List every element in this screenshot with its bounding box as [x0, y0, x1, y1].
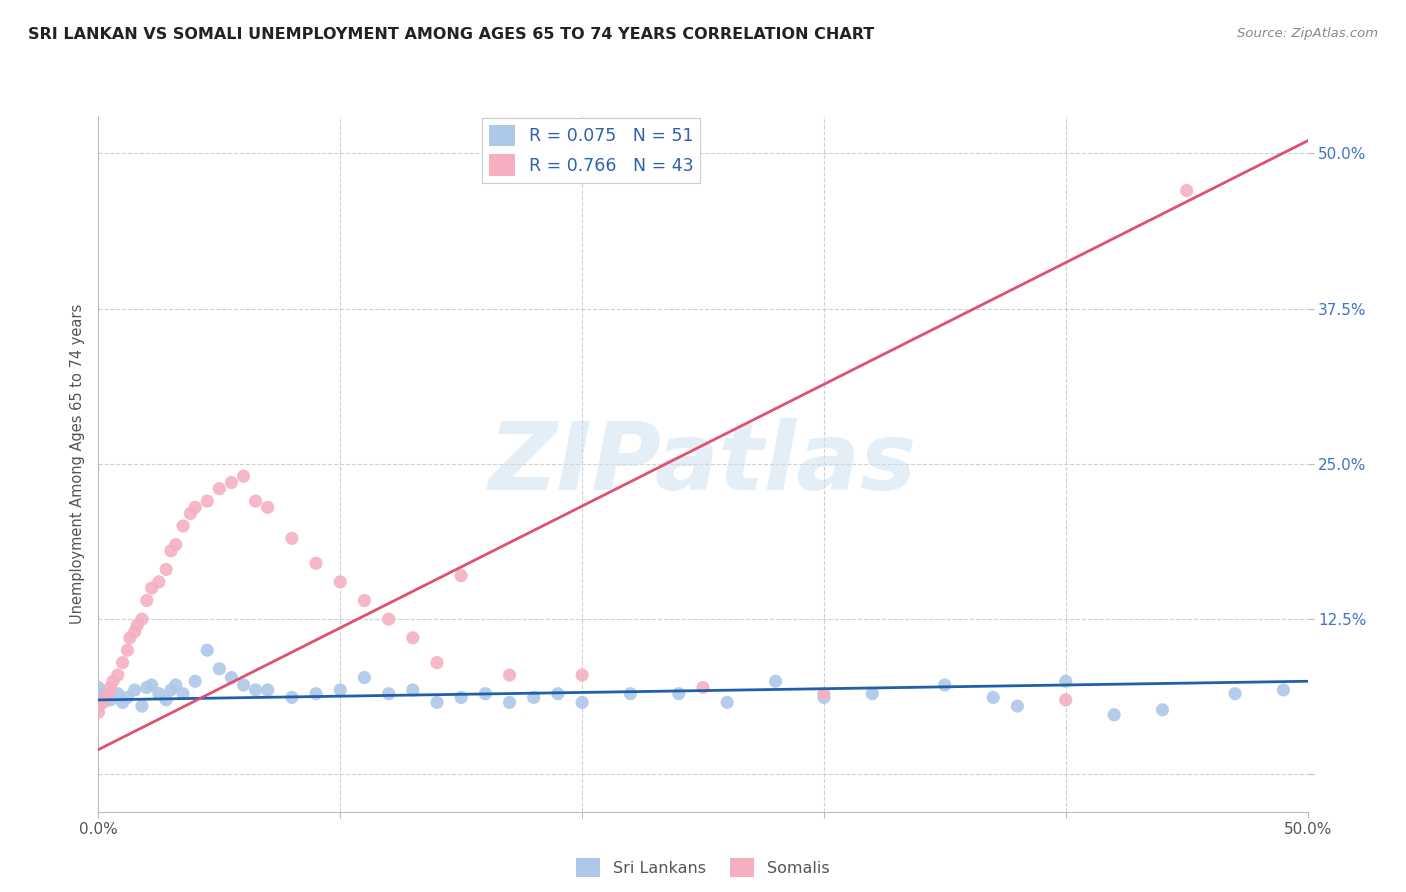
Point — [184, 500, 207, 515]
Point — [450, 690, 472, 705]
Point — [107, 668, 129, 682]
Point — [221, 671, 243, 685]
Point — [165, 538, 187, 552]
Point — [245, 683, 267, 698]
Text: SRI LANKAN VS SOMALI UNEMPLOYMENT AMONG AGES 65 TO 74 YEARS CORRELATION CHART: SRI LANKAN VS SOMALI UNEMPLOYMENT AMONG … — [28, 27, 875, 42]
Point — [87, 699, 110, 714]
Point — [127, 618, 149, 632]
Point — [245, 494, 267, 508]
Point — [353, 593, 375, 607]
Point — [131, 612, 153, 626]
Point — [160, 544, 183, 558]
Point — [1272, 683, 1295, 698]
Point — [232, 469, 254, 483]
Point — [305, 556, 328, 570]
Point — [256, 500, 278, 515]
Legend: Sri Lankans, Somalis: Sri Lankans, Somalis — [569, 852, 837, 884]
Point — [87, 706, 110, 720]
Point — [141, 678, 163, 692]
Point — [281, 532, 304, 546]
Point — [571, 695, 593, 709]
Point — [87, 693, 110, 707]
Point — [165, 678, 187, 692]
Point — [124, 683, 146, 698]
Point — [172, 519, 194, 533]
Point — [118, 631, 141, 645]
Point — [221, 475, 243, 490]
Point — [426, 656, 449, 670]
Point — [281, 690, 304, 705]
Point — [101, 674, 124, 689]
Point — [232, 678, 254, 692]
Point — [402, 631, 425, 645]
Point — [100, 693, 122, 707]
Point — [124, 624, 146, 639]
Point — [1007, 699, 1029, 714]
Point — [523, 690, 546, 705]
Point — [172, 687, 194, 701]
Point — [1223, 687, 1246, 701]
Point — [107, 687, 129, 701]
Point — [426, 695, 449, 709]
Point — [117, 690, 139, 705]
Point — [91, 695, 114, 709]
Point — [498, 695, 520, 709]
Point — [619, 687, 641, 701]
Point — [813, 687, 835, 701]
Point — [148, 574, 170, 589]
Point — [571, 668, 593, 682]
Point — [377, 687, 399, 701]
Point — [547, 687, 569, 701]
Point — [117, 643, 139, 657]
Point — [131, 699, 153, 714]
Point — [377, 612, 399, 626]
Point — [353, 671, 375, 685]
Point — [87, 687, 110, 701]
Point — [305, 687, 328, 701]
Point — [111, 695, 134, 709]
Point — [402, 683, 425, 698]
Point — [179, 507, 201, 521]
Text: ZIPatlas: ZIPatlas — [489, 417, 917, 510]
Point — [141, 581, 163, 595]
Point — [813, 690, 835, 705]
Point — [329, 574, 352, 589]
Point — [155, 562, 177, 576]
Point — [208, 482, 231, 496]
Point — [160, 683, 183, 698]
Point — [860, 687, 883, 701]
Point — [256, 683, 278, 698]
Point — [87, 681, 110, 695]
Point — [155, 693, 177, 707]
Point — [135, 681, 157, 695]
Point — [1054, 693, 1077, 707]
Point — [135, 593, 157, 607]
Point — [981, 690, 1004, 705]
Point — [87, 699, 110, 714]
Point — [765, 674, 787, 689]
Point — [195, 494, 218, 508]
Point — [934, 678, 956, 692]
Point — [668, 687, 690, 701]
Point — [1175, 184, 1198, 198]
Point — [87, 693, 110, 707]
Point — [716, 695, 738, 709]
Point — [329, 683, 352, 698]
Point — [1152, 703, 1174, 717]
Point — [450, 568, 472, 582]
Point — [1102, 707, 1125, 722]
Point — [100, 681, 122, 695]
Point — [692, 681, 714, 695]
Y-axis label: Unemployment Among Ages 65 to 74 years: Unemployment Among Ages 65 to 74 years — [69, 303, 84, 624]
Text: Source: ZipAtlas.com: Source: ZipAtlas.com — [1237, 27, 1378, 40]
Point — [195, 643, 218, 657]
Point — [148, 687, 170, 701]
Point — [498, 668, 520, 682]
Point — [208, 662, 231, 676]
Point — [97, 687, 120, 701]
Point — [474, 687, 496, 701]
Point — [1054, 674, 1077, 689]
Point — [184, 674, 207, 689]
Point — [111, 656, 134, 670]
